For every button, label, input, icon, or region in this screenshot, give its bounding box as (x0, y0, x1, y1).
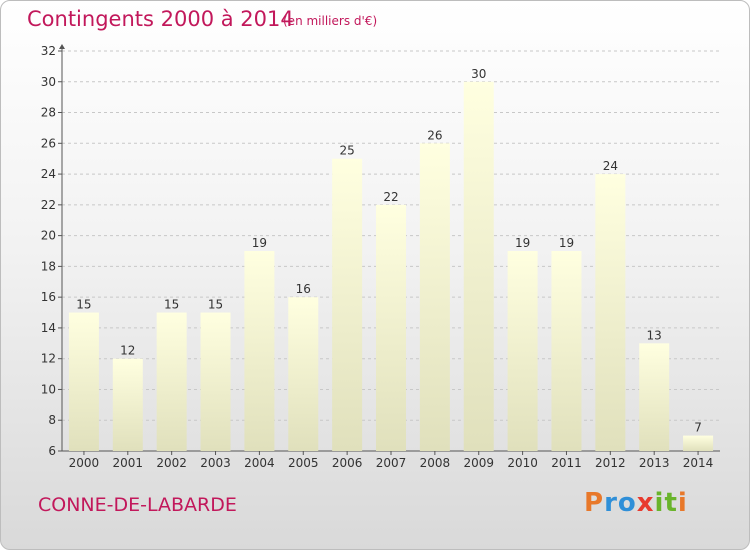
logo-letter: i (677, 488, 688, 518)
logo-letter: o (617, 488, 637, 518)
data-label: 19 (252, 236, 267, 250)
x-tick-label: 2009 (463, 456, 494, 470)
commune-name: CONNE-DE-LABARDE (38, 494, 237, 516)
y-tick-label: 10 (41, 382, 56, 396)
logo-letter: i (654, 488, 665, 518)
bar[interactable] (156, 312, 187, 451)
x-tick-label: 2001 (113, 456, 144, 470)
y-tick-label: 22 (41, 198, 56, 212)
bar[interactable] (683, 435, 714, 451)
y-tick-label: 8 (48, 413, 56, 427)
x-tick-label: 2004 (244, 456, 275, 470)
data-label: 15 (164, 298, 179, 312)
bar[interactable] (419, 143, 450, 452)
data-label: 15 (76, 298, 91, 312)
y-tick-label: 26 (41, 136, 56, 150)
bar[interactable] (463, 81, 494, 452)
y-tick-label: 18 (41, 259, 56, 273)
y-tick-label: 28 (41, 106, 56, 120)
data-label: 12 (120, 344, 135, 358)
x-tick-label: 2011 (551, 456, 582, 470)
bar[interactable] (551, 251, 582, 451)
chart-title: Contingents 2000 à 2014 (27, 7, 294, 31)
data-label: 16 (296, 282, 311, 296)
proxiti-logo[interactable]: Proxiti (584, 488, 688, 518)
data-label: 30 (471, 67, 486, 81)
x-tick-label: 2006 (332, 456, 363, 470)
x-tick-label: 2013 (639, 456, 670, 470)
bar[interactable] (200, 312, 231, 451)
data-label: 7 (694, 421, 702, 435)
bar[interactable] (68, 312, 99, 451)
data-label: 19 (515, 236, 530, 250)
x-tick-label: 2003 (200, 456, 231, 470)
logo-letter: P (584, 488, 605, 518)
bar[interactable] (288, 297, 319, 451)
bar[interactable] (244, 251, 275, 451)
bar[interactable] (507, 251, 538, 451)
data-label: 24 (603, 159, 618, 173)
y-axis-arrow (59, 44, 65, 49)
y-tick-label: 24 (41, 167, 56, 181)
x-tick-label: 2010 (507, 456, 538, 470)
logo-letter: t (664, 488, 678, 518)
data-label: 26 (427, 128, 442, 142)
x-tick-label: 2005 (288, 456, 319, 470)
y-tick-label: 14 (41, 321, 56, 335)
chart-unit-label: (en milliers d'€) (283, 14, 378, 28)
data-labels: 15 12 15 15 19 16 25 22 26 30 19 19 24 13 7 (76, 67, 702, 435)
y-tick-label: 12 (41, 352, 56, 366)
x-tick-label: 2008 (420, 456, 451, 470)
bars (68, 81, 714, 452)
y-tick-label: 32 (41, 44, 56, 58)
y-tick-label: 6 (48, 444, 56, 458)
x-tick-label: 2000 (69, 456, 100, 470)
data-label: 22 (383, 190, 398, 204)
data-label: 15 (208, 298, 223, 312)
logo-letter: r (604, 488, 618, 518)
x-tick-label: 2014 (683, 456, 714, 470)
logo-letter: x (636, 488, 655, 518)
data-label: 13 (647, 328, 662, 342)
data-label: 19 (559, 236, 574, 250)
bar[interactable] (639, 343, 670, 451)
bar[interactable] (376, 204, 406, 451)
data-label: 25 (339, 144, 354, 158)
bar[interactable] (595, 174, 626, 452)
x-tick-label: 2002 (156, 456, 187, 470)
y-tick-label: 30 (41, 75, 56, 89)
y-tick-label: 16 (41, 290, 56, 304)
bar[interactable] (332, 158, 363, 451)
y-tick-label: 20 (41, 229, 56, 243)
x-tick-label: 2007 (376, 456, 407, 470)
bar[interactable] (112, 358, 143, 451)
x-tick-label: 2012 (595, 456, 626, 470)
